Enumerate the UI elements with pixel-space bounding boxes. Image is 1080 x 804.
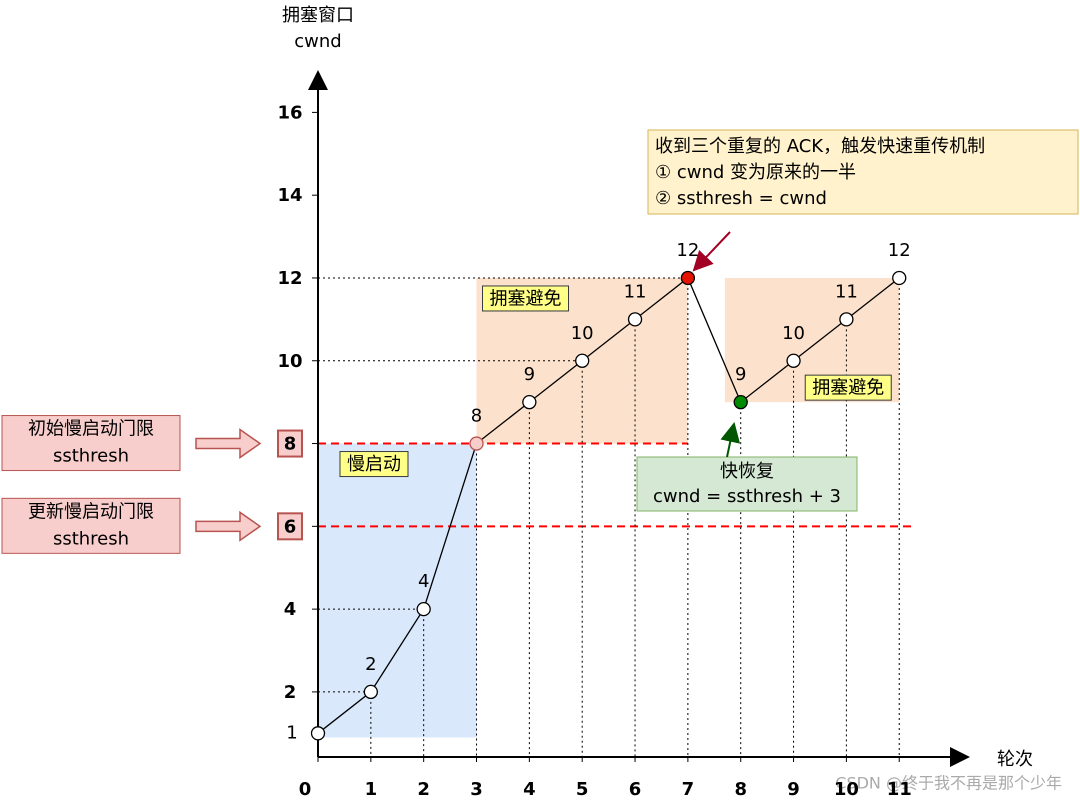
point (680, 270, 696, 286)
point-label: 10 (782, 323, 805, 344)
y-tick-label: 8 (284, 434, 297, 455)
region-label: 拥塞避免 (812, 378, 884, 399)
point (363, 684, 378, 700)
point-label: 8 (471, 406, 482, 427)
point-label: 12 (888, 240, 911, 261)
annotation-box (636, 456, 858, 512)
point-label: 11 (835, 281, 858, 302)
point-label: 12 (676, 240, 699, 261)
x-tick-label: 3 (470, 779, 483, 800)
point-label: 2 (365, 654, 376, 675)
y-tick-label: 6 (284, 516, 297, 537)
annotation-text: cwnd = ssthresh + 3 (653, 486, 841, 507)
point (786, 353, 801, 368)
threshold-label: 初始慢启动门限 (28, 419, 154, 440)
watermark: CSDN @终于我不再是那个少年 (835, 774, 1062, 793)
x-tick-label: 5 (576, 779, 589, 800)
threshold-box (1, 415, 181, 472)
threshold-label: 更新慢启动门限 (28, 501, 154, 522)
point (416, 601, 431, 617)
region-label-box (804, 374, 892, 401)
annotation-arrow (720, 422, 741, 458)
annotation-box (647, 129, 1079, 215)
point (469, 436, 484, 451)
y-tick-label: 14 (277, 185, 302, 206)
y-axis-label: cwnd (294, 31, 341, 52)
x-axis-label: 轮次 (997, 749, 1033, 770)
y-tick-label: 4 (284, 599, 297, 620)
x-tick-label: 9 (787, 779, 800, 800)
annotation-text: 收到三个重复的 ACK，触发快速重传机制 (655, 136, 985, 157)
region (318, 443, 477, 738)
x-tick-label: 2 (417, 779, 430, 800)
region-label: 慢启动 (347, 454, 401, 475)
point (627, 312, 643, 327)
x-tick-label: 11 (887, 779, 912, 800)
region-label-box (482, 285, 570, 312)
threshold-label: ssthresh (53, 446, 129, 467)
point (733, 395, 748, 410)
x-tick-label: 1 (365, 779, 378, 800)
annotation-arrow (692, 231, 731, 272)
y-tick-label: 12 (277, 268, 302, 289)
point (892, 270, 907, 286)
y-axis-label: 拥塞窗口 (282, 5, 354, 26)
tick-box (277, 429, 303, 458)
point-label: 9 (524, 364, 535, 385)
annotation-text: 快恢复 (720, 461, 774, 482)
annotation-text: ② ssthresh = cwnd (655, 188, 827, 209)
point-label: 10 (571, 323, 594, 344)
x-tick-label: 4 (523, 779, 536, 800)
x-tick-label: 6 (629, 779, 642, 800)
threshold-box (1, 497, 181, 554)
x-tick-label: 10 (834, 779, 859, 800)
x-tick-label: 0 (299, 779, 312, 800)
point-label: 11 (624, 281, 647, 302)
x-tick-label: 7 (682, 779, 695, 800)
point-label: 4 (418, 571, 429, 592)
point-label: 9 (735, 364, 746, 385)
y-tick-label: 2 (284, 682, 297, 703)
point (575, 353, 590, 368)
threshold-arrow (195, 510, 262, 542)
y-tick-label: 10 (277, 351, 302, 372)
threshold-arrow (195, 428, 262, 459)
tick-box (277, 512, 303, 541)
region-label-box (339, 451, 409, 478)
point (310, 726, 326, 741)
point-label: 1 (286, 722, 297, 743)
annotation-text: ① cwnd 变为原来的一半 (655, 162, 856, 183)
point (839, 312, 854, 327)
line (317, 276, 900, 734)
y-tick-label: 16 (277, 102, 302, 123)
point (522, 395, 537, 410)
x-tick-label: 8 (734, 779, 747, 800)
threshold-label: ssthresh (53, 528, 129, 549)
region-label: 拥塞避免 (490, 288, 562, 309)
